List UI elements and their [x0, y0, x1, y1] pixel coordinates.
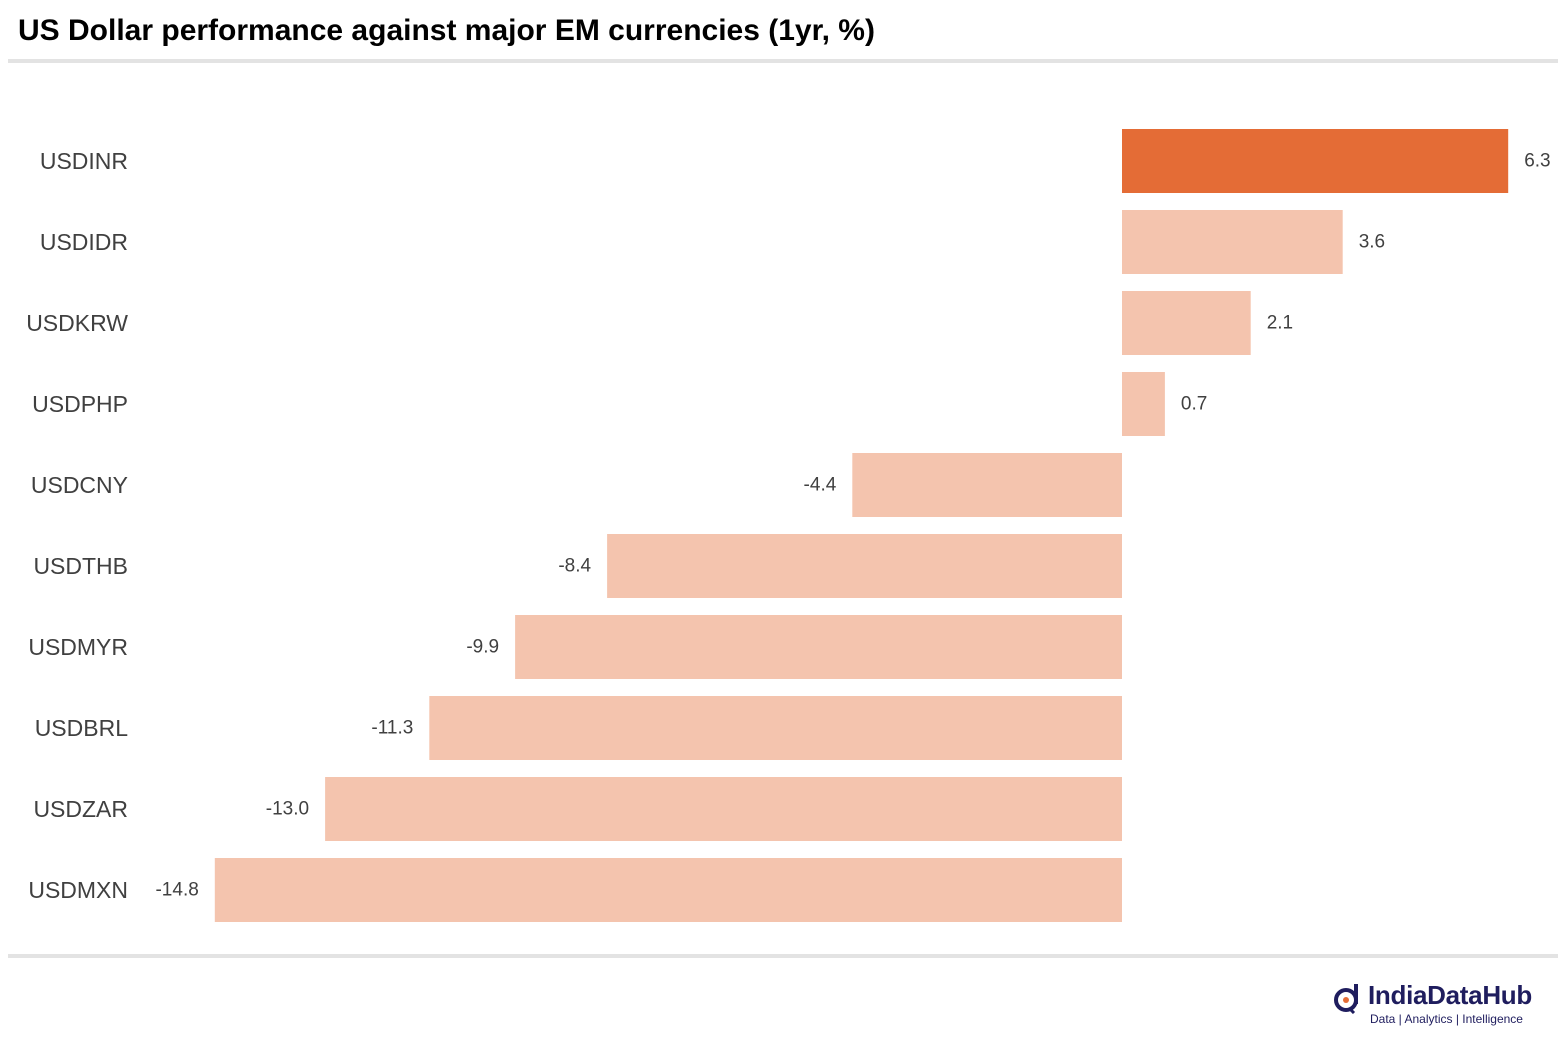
data-label-usdbrl: -11.3: [371, 718, 413, 739]
bottom-divider: [8, 954, 1558, 958]
category-label-usdcny: USDCNY: [31, 472, 128, 498]
category-label-usdphp: USDPHP: [32, 391, 128, 417]
brand-mark-icon: [1334, 984, 1358, 1014]
data-label-usdphp: 0.7: [1181, 394, 1207, 415]
bar-usdkrw: [1122, 291, 1251, 355]
category-label-usdinr: USDINR: [40, 148, 128, 174]
category-label-usdmxn: USDMXN: [28, 877, 128, 903]
bar-usdmxn: [214, 858, 1123, 922]
data-label-usdinr: 6.3: [1524, 151, 1550, 172]
data-label-usdcny: -4.4: [804, 475, 837, 496]
category-label-usdthb: USDTHB: [33, 553, 128, 579]
brand-logo: IndiaDataHub Data | Analytics | Intellig…: [1334, 980, 1559, 1030]
brand-tagline: Data | Analytics | Intelligence: [1370, 1012, 1523, 1026]
category-label-usdkrw: USDKRW: [26, 310, 128, 336]
bar-usdphp: [1122, 372, 1165, 436]
bar-usdcny: [852, 453, 1122, 517]
category-label-usdzar: USDZAR: [33, 796, 128, 822]
data-label-usdmxn: -14.8: [155, 880, 198, 901]
bar-usdbrl: [429, 696, 1122, 760]
top-divider: [8, 59, 1558, 63]
data-label-usdthb: -8.4: [558, 556, 591, 577]
bar-usdzar: [325, 777, 1123, 841]
bar-usdinr: [1122, 129, 1509, 193]
data-label-usdmyr: -9.9: [466, 637, 499, 658]
bar-usdidr: [1122, 210, 1343, 274]
chart-title: US Dollar performance against major EM c…: [18, 14, 875, 47]
category-label-usdmyr: USDMYR: [28, 634, 128, 660]
category-label-usdbrl: USDBRL: [35, 715, 129, 741]
brand-name: IndiaDataHub: [1368, 980, 1532, 1010]
category-label-usdidr: USDIDR: [40, 229, 128, 255]
data-label-usdidr: 3.6: [1359, 232, 1385, 253]
bar-usdthb: [607, 534, 1122, 598]
data-label-usdzar: -13.0: [266, 799, 309, 820]
data-label-usdkrw: 2.1: [1267, 313, 1293, 334]
bar-usdmyr: [515, 615, 1122, 679]
